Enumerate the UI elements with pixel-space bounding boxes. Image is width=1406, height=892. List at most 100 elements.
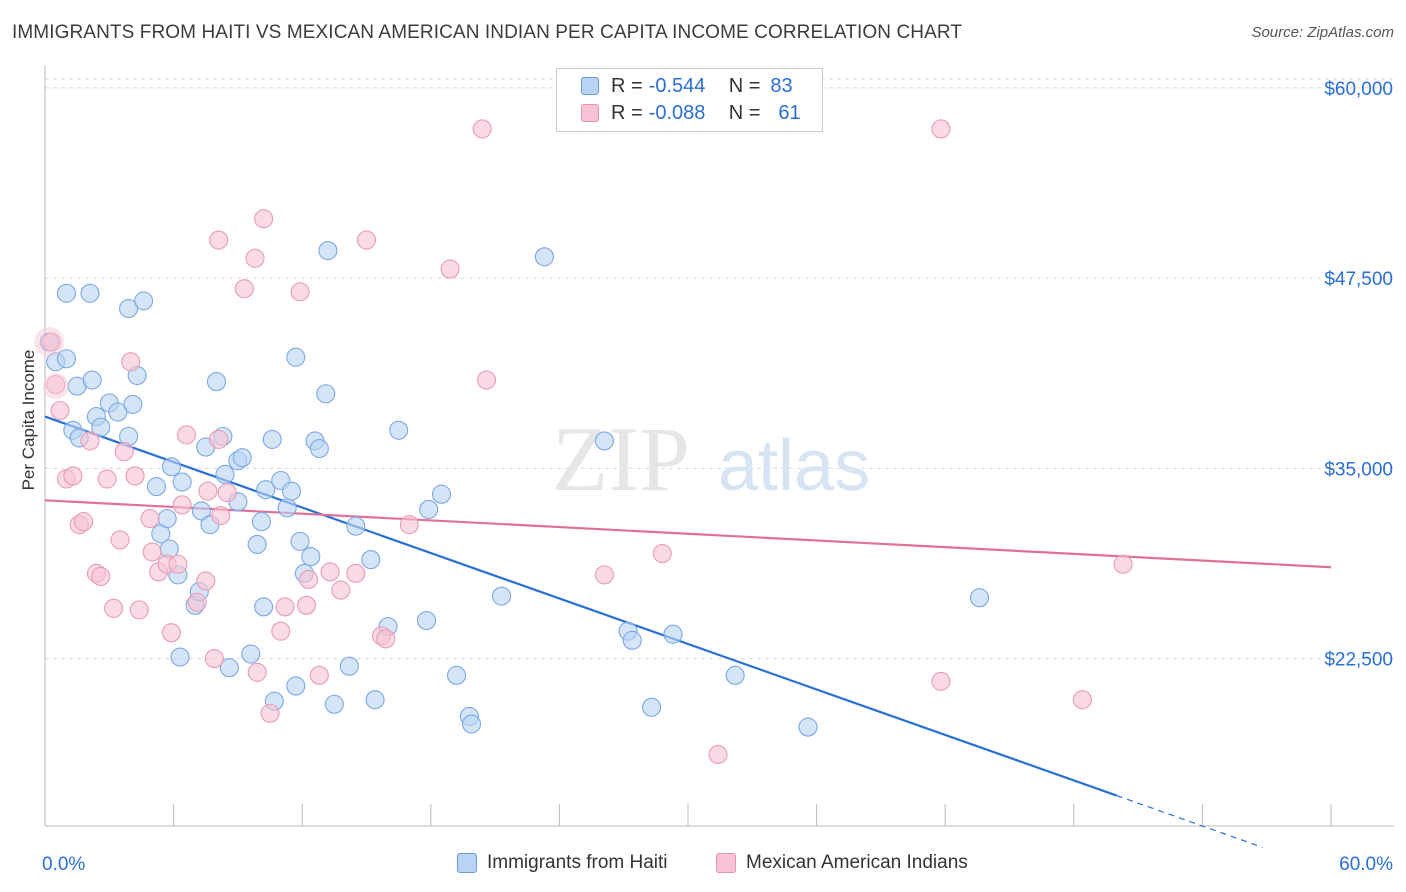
point-mexican [1072, 690, 1092, 710]
point-mexican [63, 466, 83, 486]
point-haiti [969, 588, 990, 608]
point-mexican [376, 629, 396, 649]
legend-swatch-haiti [581, 77, 599, 95]
point-mexican [209, 429, 229, 449]
point-haiti [247, 534, 267, 554]
point-mexican [331, 580, 351, 600]
point-mexican [290, 282, 310, 302]
legend-r-value: -0.544 [648, 74, 706, 97]
tick-labels: $22,500 $35,000 $47,500 $60,000 0.0% 60.0% [42, 79, 1393, 875]
point-mexican [931, 119, 951, 139]
point-mexican [125, 466, 145, 486]
legend-r-value: -0.088 [648, 101, 706, 124]
y-tick-label: $22,500 [1324, 650, 1393, 671]
point-mexican [91, 566, 111, 586]
legend-n-label: N = [728, 74, 761, 97]
point-haiti [277, 498, 297, 518]
point-mexican [168, 554, 188, 574]
point-haiti [170, 647, 190, 667]
point-mexican [234, 279, 254, 299]
legend-r-label: R = [611, 101, 643, 124]
legend-row-haiti: R = -0.544 N = 83 [581, 73, 793, 99]
point-mexican [176, 425, 197, 445]
point-haiti [80, 283, 100, 303]
point-mexican [440, 259, 460, 279]
point-mexican [931, 671, 951, 691]
point-haiti [416, 610, 437, 631]
x-tick-label: 60.0% [1339, 854, 1393, 875]
point-mexican [320, 562, 340, 582]
point-mexican [309, 665, 329, 685]
point-haiti [594, 431, 614, 451]
point-mexican [198, 481, 218, 501]
point-haiti [301, 547, 321, 567]
point-haiti [215, 464, 235, 484]
watermark-atlas: atlas [718, 426, 870, 506]
y-tick-label: $60,000 [1324, 79, 1393, 100]
point-haiti [419, 499, 439, 519]
point-mexican [260, 703, 280, 723]
point-mexican [209, 230, 229, 250]
point-haiti [446, 665, 467, 685]
point-mexican [46, 375, 66, 395]
point-haiti [389, 420, 409, 440]
point-mexican [275, 597, 295, 617]
point-haiti [290, 531, 310, 551]
point-haiti [281, 481, 302, 501]
point-mexican [356, 230, 377, 250]
watermark-zip: ZIP [552, 408, 690, 510]
point-mexican [140, 509, 160, 529]
point-haiti [346, 516, 366, 536]
point-mexican [217, 483, 237, 503]
point-mexican [296, 595, 317, 615]
point-haiti [172, 472, 192, 492]
series-label-haiti: Immigrants from Haiti [487, 852, 668, 873]
point-haiti [161, 457, 182, 477]
point-haiti [256, 480, 276, 500]
legend-r-label: R = [611, 74, 643, 97]
point-mexican [187, 592, 207, 612]
series-swatch-haiti [457, 853, 477, 873]
series-legend-mexican: Mexican American Indians [716, 852, 968, 874]
point-mexican [1113, 554, 1133, 574]
point-haiti [361, 550, 381, 570]
point-haiti [134, 291, 154, 311]
point-mexican [399, 515, 419, 535]
point-haiti [318, 241, 338, 261]
point-haiti [157, 509, 177, 529]
point-haiti [206, 372, 227, 392]
point-mexican [80, 431, 100, 451]
correlation-legend: R = -0.544 N = 83 R = -0.088 N = 61 [556, 68, 823, 132]
point-mexican [121, 352, 141, 372]
legend-n-label: N = [728, 101, 761, 124]
point-haiti [725, 665, 745, 685]
point-haiti [798, 717, 818, 737]
point-haiti [241, 644, 261, 664]
point-mexican [114, 442, 134, 462]
x-tick-label: 0.0% [42, 854, 85, 875]
y-tick-label: $47,500 [1324, 269, 1393, 290]
point-haiti [491, 586, 512, 606]
point-haiti [286, 676, 306, 696]
chart-title: IMMIGRANTS FROM HAITI VS MEXICAN AMERICA… [12, 22, 963, 43]
point-haiti [324, 694, 344, 714]
trendline-haiti-extension [1116, 794, 1263, 848]
point-mexican [41, 332, 61, 352]
point-haiti [191, 501, 212, 521]
point-mexican [142, 542, 162, 562]
point-haiti [219, 658, 239, 678]
data-points [34, 119, 1133, 765]
source-label: Source: ZipAtlas.com [1251, 24, 1394, 41]
point-mexican [254, 209, 274, 229]
point-haiti [642, 697, 662, 717]
point-haiti [232, 448, 252, 468]
point-mexican [271, 621, 291, 641]
point-haiti [254, 597, 274, 617]
legend-n-value: 61 [778, 101, 801, 124]
series-swatch-mexican [716, 853, 736, 873]
point-mexican [110, 530, 130, 550]
legend-n-value: 83 [770, 74, 793, 97]
point-haiti [82, 370, 102, 390]
point-haiti [316, 384, 336, 404]
